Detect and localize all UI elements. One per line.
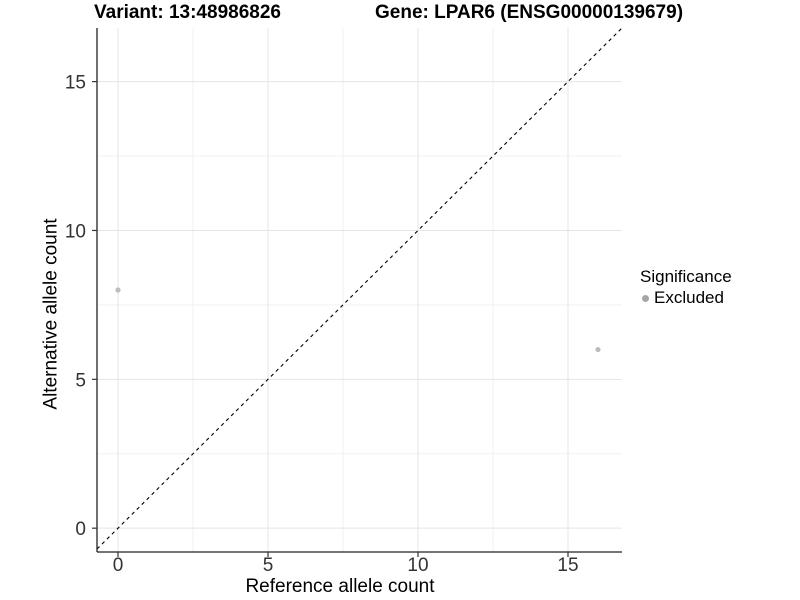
y-tick-label: 15 <box>65 73 86 94</box>
y-tick-label: 10 <box>65 221 86 242</box>
x-tick-label: 5 <box>263 555 274 576</box>
x-tick-label: 10 <box>407 555 428 576</box>
y-tick-label: 5 <box>75 370 86 391</box>
data-point <box>115 287 121 293</box>
legend: Significance Excluded <box>638 267 732 308</box>
x-axis-title: Reference allele count <box>245 576 435 597</box>
y-tick-label: 0 <box>75 519 86 540</box>
legend-item-label: Excluded <box>654 288 724 307</box>
plot-title-gene: Gene: LPAR6 (ENSG00000139679) <box>375 2 684 23</box>
data-point <box>595 346 601 353</box>
identity-reference-line <box>96 27 623 550</box>
y-axis-title: Alternative allele count <box>40 218 62 410</box>
x-tick-label: 15 <box>557 555 578 576</box>
x-tick-label: 0 <box>113 555 124 576</box>
plot-title-variant: Variant: 13:48986826 <box>94 2 281 23</box>
legend-title: Significance <box>640 267 732 286</box>
legend-item-excluded: Excluded <box>638 288 732 308</box>
legend-point-swatch-icon <box>642 294 649 302</box>
